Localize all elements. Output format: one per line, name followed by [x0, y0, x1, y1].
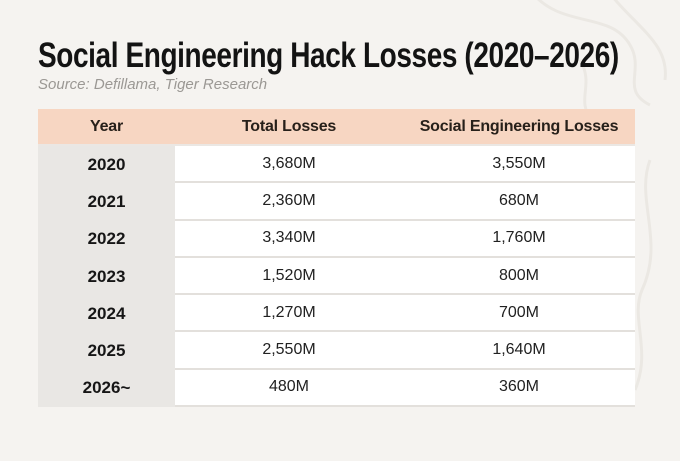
table-row-2022: 2022 3,340M 1,760M — [38, 220, 635, 258]
total-losses-cell: 2,550M — [175, 332, 403, 370]
total-losses-cell: 480M — [175, 369, 403, 408]
table-row-2020: 2020 3,680M 3,550M — [38, 146, 635, 184]
year-cell: 2026~ — [38, 369, 175, 408]
table-row-2023: 2023 1,520M 800M — [38, 257, 635, 296]
year-cell: 2023 — [38, 257, 175, 296]
social-losses-cell: 800M — [403, 257, 635, 296]
total-losses-cell: 3,340M — [175, 220, 403, 258]
column-header-total-losses: Total Losses — [241, 117, 337, 135]
year-cell: 2025 — [38, 332, 175, 370]
social-losses-cell: 680M — [403, 183, 635, 221]
total-losses-cell: 2,360M — [175, 183, 403, 221]
year-cell: 2024 — [38, 295, 175, 333]
year-cell: 2021 — [38, 183, 175, 221]
table-body: 2020 3,680M 3,550M 2021 2,360M 680M 2022… — [38, 146, 635, 408]
social-losses-cell: 1,640M — [403, 332, 635, 370]
social-losses-cell: 1,760M — [403, 220, 635, 258]
table-header-row: Year Total Losses Social Engineering Los… — [38, 109, 635, 146]
total-losses-cell: 1,520M — [175, 257, 403, 296]
table-row-2025: 2025 2,550M 1,640M — [38, 332, 635, 370]
social-losses-cell: 700M — [403, 295, 635, 333]
column-header-social-engineering-losses: Social Engineering Losses — [419, 117, 619, 135]
table-row-2021: 2021 2,360M 680M — [38, 183, 635, 221]
column-header-year: Year — [89, 117, 123, 135]
table-row-2024: 2024 1,270M 700M — [38, 295, 635, 333]
losses-table: Year Total Losses Social Engineering Los… — [38, 109, 635, 408]
year-cell: 2022 — [38, 220, 175, 258]
total-losses-cell: 3,680M — [175, 146, 403, 184]
year-cell: 2020 — [38, 146, 175, 184]
page-title: Social Engineering Hack Losses (2020–202… — [38, 36, 619, 75]
source-caption: Source: Defillama, Tiger Research — [38, 76, 268, 93]
social-losses-cell: 360M — [403, 369, 635, 408]
social-losses-cell: 3,550M — [403, 146, 635, 184]
table-row-2026: 2026~ 480M 360M — [38, 369, 635, 408]
total-losses-cell: 1,270M — [175, 295, 403, 333]
